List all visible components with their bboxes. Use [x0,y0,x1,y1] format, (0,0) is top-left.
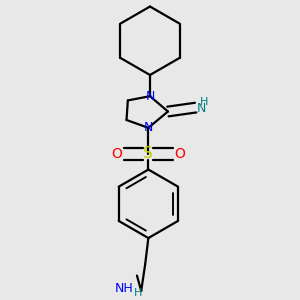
Text: H: H [134,289,142,298]
Text: S: S [143,146,153,161]
Text: O: O [111,147,122,161]
Text: N: N [145,90,155,103]
Text: NH: NH [115,282,133,295]
Text: N: N [144,121,153,134]
Text: N: N [197,102,206,115]
Text: O: O [175,147,185,161]
Text: H: H [200,97,208,107]
